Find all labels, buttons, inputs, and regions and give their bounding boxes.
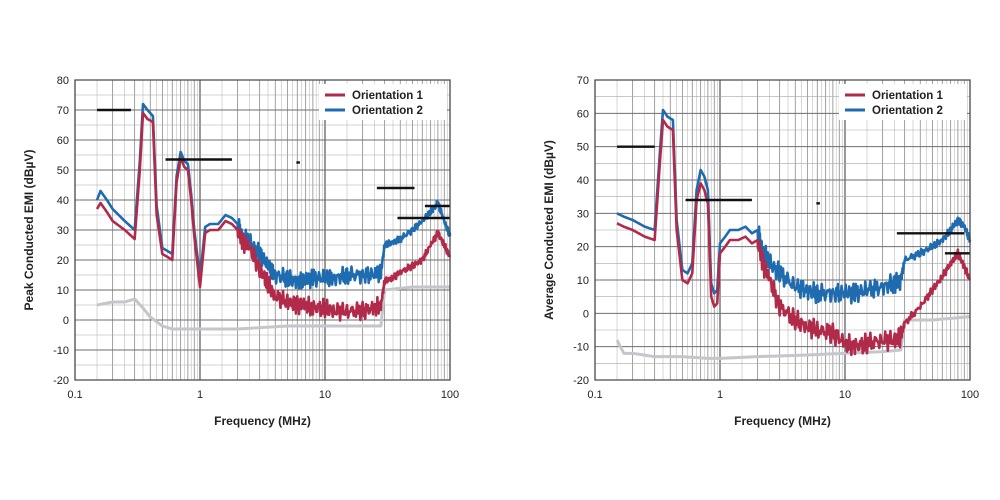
chart-2-legend-label: Orientation 2 bbox=[872, 105, 943, 117]
chart-1-plot-border bbox=[74, 79, 451, 381]
chart-1-x-tick-label: 1 bbox=[197, 389, 203, 401]
chart-2-series bbox=[615, 108, 972, 360]
chart-1-y-tick-label: 40 bbox=[57, 195, 69, 207]
chart-1-series bbox=[95, 102, 452, 331]
chart-1-y-tick-label: 60 bbox=[57, 135, 69, 147]
chart-1-orientation-2-line bbox=[95, 102, 452, 290]
chart-1-y-tick-label: 30 bbox=[57, 225, 69, 237]
chart-2-y-tick-label: 0 bbox=[583, 308, 589, 320]
chart-2-legend: Orientation 1 Orientation 2 bbox=[839, 84, 967, 120]
chart-2-orientation-1-line bbox=[616, 118, 972, 357]
chart-1-orientation-1-line bbox=[95, 111, 452, 322]
chart-1-x-axis-title: Frequency (MHz) bbox=[214, 414, 311, 428]
chart-1-y-tick-label: 0 bbox=[63, 315, 69, 327]
chart-1-legend-label: Orientation 2 bbox=[352, 105, 423, 117]
chart-2-y-tick-label: 40 bbox=[577, 175, 589, 187]
chart-2-y-tick-label: 10 bbox=[577, 275, 589, 287]
chart-1-legend-box bbox=[319, 84, 447, 120]
chart-2-y-tick-label: -10 bbox=[573, 342, 589, 354]
chart-2-legend-label: Orientation 1 bbox=[872, 90, 944, 102]
chart-2-x-tick-label: 10 bbox=[839, 389, 851, 401]
chart-1-y-tick-label: -20 bbox=[53, 375, 69, 387]
chart-2-orientation-2-line bbox=[616, 108, 972, 305]
chart-1-y-tick-label: -10 bbox=[53, 345, 69, 357]
chart-1-legend-label: Orientation 1 bbox=[352, 90, 424, 102]
chart-1-x-tick-label: 0.1 bbox=[67, 389, 82, 401]
chart-2-limit-lines bbox=[617, 145, 970, 255]
chart-1-y-axis-title: Peak Conducted EMI (dBµV) bbox=[22, 150, 36, 311]
chart-1-x-tick-label: 100 bbox=[441, 389, 459, 401]
chart-1-y-tick-label: 10 bbox=[57, 285, 69, 297]
peak-emi-chart: -20 -10 0 10 20 30 40 50 60 70 80 0.1 1 10 100 Frequenc… bbox=[22, 75, 459, 428]
chart-1-y-tick-label: 70 bbox=[57, 105, 69, 117]
chart-2-legend-box bbox=[839, 84, 967, 120]
chart-1-x-tick-label: 10 bbox=[319, 389, 331, 401]
chart-1-y-tick-label: 20 bbox=[57, 255, 69, 267]
chart-2-x-tick-label: 100 bbox=[961, 389, 979, 401]
average-emi-chart: -20 -10 0 10 20 30 40 50 60 70 0.1 1 10 100 Frequency … bbox=[542, 75, 979, 428]
chart-2-y-tick-label: 30 bbox=[577, 208, 589, 220]
chart-2-x-tick-label: 0.1 bbox=[587, 389, 602, 401]
chart-1-baseline-line bbox=[96, 285, 450, 331]
chart-1-y-tick-label: 80 bbox=[57, 75, 69, 87]
chart-1-y-tick-label: 50 bbox=[57, 165, 69, 177]
chart-1-grid bbox=[74, 79, 451, 381]
chart-2-plot-border bbox=[594, 79, 971, 381]
chart-2-x-axis-title: Frequency (MHz) bbox=[734, 414, 831, 428]
chart-2-y-tick-label: 70 bbox=[577, 75, 589, 87]
chart-2-y-tick-label: -20 bbox=[573, 375, 589, 387]
chart-2-y-tick-label: 60 bbox=[577, 108, 589, 120]
chart-2-x-tick-label: 1 bbox=[717, 389, 723, 401]
chart-1-limit-lines bbox=[97, 108, 450, 220]
chart-2-y-tick-label: 50 bbox=[577, 142, 589, 154]
chart-2-y-axis-title: Average Conducted EMI (dBµV) bbox=[542, 140, 556, 320]
chart-1-legend: Orientation 1 Orientation 2 bbox=[319, 84, 447, 120]
chart-2-y-tick-label: 20 bbox=[577, 242, 589, 254]
